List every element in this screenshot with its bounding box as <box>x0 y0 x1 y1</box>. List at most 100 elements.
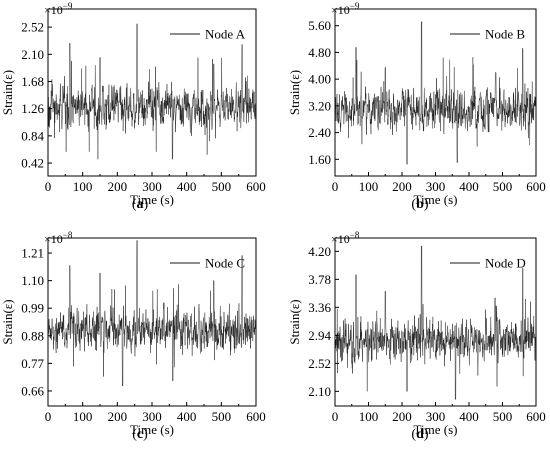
multiplier-base: ×10 <box>331 3 350 17</box>
y-tick-label: 3.20 <box>308 98 331 113</box>
y-tick-label: 4.00 <box>308 72 331 87</box>
y-tick-label: 3.36 <box>308 300 331 315</box>
x-axis-title: Time (s) <box>130 192 174 207</box>
caption-paren: ) <box>424 427 429 442</box>
x-tick-label: 600 <box>526 409 546 424</box>
y-tick-label: 0.77 <box>21 356 44 371</box>
x-tick-label: 0 <box>45 409 52 424</box>
x-tick-label: 300 <box>426 179 446 194</box>
y-tick-label: 2.52 <box>308 356 331 371</box>
caption-letter: b <box>416 197 424 212</box>
caption-paren: ) <box>144 197 149 212</box>
y-tick-label: 4.80 <box>308 45 331 60</box>
multiplier-power: −8 <box>350 230 360 240</box>
x-tick-label: 400 <box>177 409 197 424</box>
series-line-d <box>334 245 537 400</box>
legend-label: Node C <box>205 256 245 271</box>
x-tick-label: 100 <box>359 409 379 424</box>
x-tick-label: 500 <box>212 179 232 194</box>
y-tick-label: 5.60 <box>308 18 331 33</box>
y-tick-label: 0.66 <box>21 383 44 398</box>
x-tick-label: 600 <box>246 179 266 194</box>
y-axis-title: Strain(ε) <box>287 70 302 115</box>
axis-multiplier: ×10−9 <box>44 1 73 17</box>
series-line-a <box>47 23 257 160</box>
y-tick-label: 1.21 <box>21 246 44 261</box>
y-tick-label: 2.40 <box>308 125 331 140</box>
axis-multiplier: ×10−8 <box>331 230 360 246</box>
caption-paren: ) <box>143 427 148 442</box>
x-tick-label: 300 <box>142 179 162 194</box>
caption-paren: ) <box>424 197 429 212</box>
x-tick-label: 500 <box>493 409 513 424</box>
series-line-c <box>47 240 257 387</box>
y-axis-title: Strain(ε) <box>0 299 15 344</box>
chart-panel-c: 0 100 200 300 400 500 600 0.66 0.77 0.88 0.99 1.10 1… <box>0 230 266 442</box>
multiplier-base: ×10 <box>331 232 350 246</box>
y-axis-title: Strain(ε) <box>287 299 302 344</box>
y-tick-label: 1.26 <box>21 101 44 116</box>
x-tick-label: 100 <box>359 179 379 194</box>
y-tick-label: 1.68 <box>21 74 44 89</box>
x-axis-title: Time (s) <box>130 422 174 437</box>
chart-panel-a: 0 100 200 300 400 500 600 0.42 0.84 1.26 1.68 2.10 2… <box>0 1 266 212</box>
caption-paren: ( <box>411 197 416 212</box>
y-tick-label: 1.10 <box>21 273 44 288</box>
x-tick-label: 300 <box>426 409 446 424</box>
caption-letter: c <box>137 427 143 442</box>
x-tick-label: 200 <box>108 179 128 194</box>
x-tick-label: 400 <box>459 179 479 194</box>
caption-paren: ( <box>132 427 137 442</box>
x-tick-label: 0 <box>332 409 339 424</box>
x-tick-label: 500 <box>493 179 513 194</box>
x-tick-label: 600 <box>246 409 266 424</box>
multiplier-power: −9 <box>63 1 73 11</box>
legend-label: Node D <box>485 256 526 271</box>
y-tick-label: 2.10 <box>308 384 331 399</box>
legend-label: Node A <box>205 27 246 42</box>
x-tick-label: 500 <box>212 409 232 424</box>
x-tick-label: 0 <box>45 179 52 194</box>
y-tick-label: 0.88 <box>21 328 44 343</box>
y-axis-title: Strain(ε) <box>0 70 15 115</box>
caption-paren: ( <box>132 197 137 212</box>
series-line-b <box>334 21 537 165</box>
x-tick-label: 400 <box>177 179 197 194</box>
x-tick-label: 0 <box>332 179 339 194</box>
y-tick-label: 2.94 <box>308 328 331 343</box>
y-tick-label: 0.84 <box>21 128 44 143</box>
panel-caption: (d) <box>411 427 428 442</box>
x-tick-label: 600 <box>526 179 546 194</box>
panel-caption: (c) <box>132 427 148 442</box>
y-tick-label: 2.10 <box>21 47 44 62</box>
x-tick-label: 100 <box>73 409 93 424</box>
multiplier-base: ×10 <box>44 232 63 246</box>
multiplier-power: −8 <box>63 230 73 240</box>
y-tick-label: 1.60 <box>308 152 331 167</box>
x-tick-label: 200 <box>108 409 128 424</box>
caption-paren: ( <box>411 427 416 442</box>
y-tick-label: 0.99 <box>21 301 44 316</box>
x-tick-label: 100 <box>73 179 93 194</box>
x-tick-label: 400 <box>459 409 479 424</box>
y-tick-label: 0.42 <box>21 156 44 171</box>
chart-panel-d: 0 100 200 300 400 500 600 2.10 2.52 2.94 3.36 3.78 4… <box>287 230 546 442</box>
x-tick-label: 300 <box>142 409 162 424</box>
multiplier-power: −9 <box>350 1 360 11</box>
x-axis-title: Time (s) <box>414 192 458 207</box>
x-axis-title: Time (s) <box>414 422 458 437</box>
legend-label: Node B <box>485 27 525 42</box>
y-tick-label: 2.52 <box>21 20 44 35</box>
panel-caption: (b) <box>411 197 428 212</box>
y-tick-label: 3.78 <box>308 272 331 287</box>
multiplier-base: ×10 <box>44 3 63 17</box>
axis-multiplier: ×10−8 <box>44 230 73 246</box>
y-tick-label: 4.20 <box>308 244 331 259</box>
x-tick-label: 200 <box>392 409 412 424</box>
chart-panel-b: 0 100 200 300 400 500 600 1.60 2.40 3.20 4.00 4.80 5… <box>287 1 546 212</box>
caption-letter: a <box>137 197 144 212</box>
axis-multiplier: ×10−9 <box>331 1 360 17</box>
panel-caption: (a) <box>132 197 149 212</box>
caption-letter: d <box>416 427 424 442</box>
